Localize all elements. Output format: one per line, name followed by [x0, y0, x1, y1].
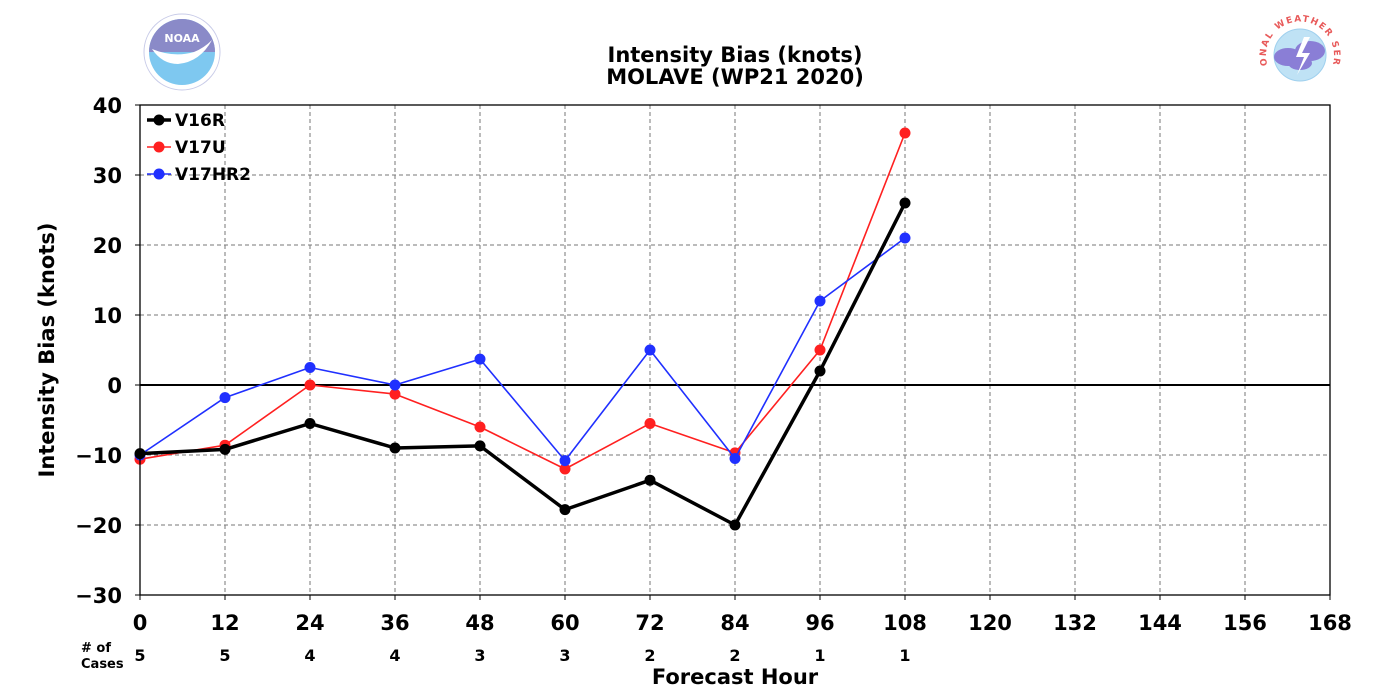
data-point-v17hr2 — [389, 379, 401, 391]
case-count: 3 — [474, 646, 485, 665]
data-point-v16r — [304, 418, 316, 429]
x-tick-label: 12 — [210, 611, 239, 635]
series-line-v17hr2 — [139, 237, 906, 462]
case-count: 2 — [644, 646, 655, 665]
legend: V16R V17U V17HR2 — [147, 111, 251, 185]
data-point-v17u — [389, 388, 401, 400]
y-tick-labels: 40 30 20 10 0 −10 −20 −30 — [75, 94, 140, 608]
series-v17u — [134, 127, 911, 475]
data-point-v16r — [814, 365, 826, 377]
x-tick-label: 132 — [1053, 611, 1097, 635]
case-count: 4 — [304, 646, 315, 665]
legend-label: V17U — [175, 138, 226, 158]
x-tick-label: 108 — [883, 611, 927, 635]
data-point-v16r — [729, 519, 741, 531]
data-point-v16r — [899, 197, 911, 209]
data-point-v17hr2 — [899, 232, 911, 244]
x-tick-label: 120 — [968, 611, 1012, 635]
x-axis-label: Forecast Hour — [652, 665, 819, 689]
x-tick-label: 24 — [295, 611, 324, 635]
data-point-v17hr2 — [474, 353, 486, 365]
legend-swatch-marker — [153, 114, 165, 126]
data-point-v17hr2 — [219, 392, 231, 404]
data-point-v17u — [304, 379, 316, 391]
case-count: 3 — [559, 646, 570, 665]
x-tick-label: 36 — [380, 611, 409, 635]
data-point-v17hr2 — [814, 295, 826, 307]
data-point-v17u — [474, 421, 486, 433]
x-tick-labels: 0 12 24 36 48 60 72 84 96 108 120 132 144 156 168 — [133, 595, 1352, 635]
case-count: 1 — [899, 646, 910, 665]
legend-swatch-marker — [153, 141, 165, 153]
data-point-v16r — [474, 440, 486, 452]
legend-item-v16r: V16R — [147, 111, 225, 131]
data-point-v17u — [814, 344, 826, 356]
legend-swatch-marker — [153, 168, 165, 180]
y-tick-label: −10 — [75, 444, 122, 468]
data-point-v16r — [559, 504, 571, 516]
y-axis-label: Intensity Bias (knots) — [35, 223, 59, 478]
y-tick-label: 30 — [93, 164, 122, 188]
legend-label: V17HR2 — [175, 165, 251, 185]
chart-subtitle: MOLAVE (WP21 2020) — [606, 65, 864, 89]
data-point-v16r — [644, 474, 656, 486]
series-v16r — [134, 197, 911, 531]
noaa-logo-label: NOAA — [164, 32, 200, 45]
series-line-v16r — [139, 202, 907, 527]
x-tick-label: 60 — [550, 611, 579, 635]
data-point-v17hr2 — [729, 453, 741, 464]
case-count: 4 — [389, 646, 400, 665]
case-count: 5 — [134, 646, 145, 665]
y-tick-label: 10 — [93, 304, 122, 328]
chart-title: Intensity Bias (knots) — [608, 43, 863, 67]
y-tick-label: 20 — [93, 234, 122, 258]
x-tick-label: 72 — [635, 611, 664, 635]
y-tick-label: −30 — [75, 584, 122, 608]
cases-header-line1: # of — [81, 641, 111, 656]
noaa-logo-icon: NOAA — [143, 13, 221, 91]
x-tick-label: 156 — [1223, 611, 1267, 635]
x-tick-label: 0 — [133, 611, 148, 635]
data-point-v17hr2 — [304, 362, 316, 373]
data-point-v17hr2 — [559, 455, 571, 467]
legend-item-v17hr2: V17HR2 — [147, 165, 251, 185]
x-tick-label: 144 — [1138, 611, 1182, 635]
data-point-v17u — [644, 418, 656, 429]
data-point-v17hr2 — [644, 344, 656, 356]
data-point-v17u — [559, 463, 571, 475]
data-point-v16r — [389, 442, 401, 454]
case-count: 2 — [729, 646, 740, 665]
cases-header-line2: Cases — [81, 657, 124, 672]
nws-logo-icon: NATIONAL WEATHER SERVICE — [1259, 14, 1340, 93]
series-layer — [134, 127, 911, 531]
x-tick-label: 168 — [1308, 611, 1352, 635]
data-point-v16r — [219, 443, 231, 455]
case-count: 5 — [219, 646, 230, 665]
y-tick-label: 0 — [107, 374, 122, 398]
legend-label: V16R — [175, 111, 225, 131]
case-count: 1 — [814, 646, 825, 665]
x-tick-label: 96 — [805, 611, 834, 635]
x-tick-label: 48 — [465, 611, 494, 635]
series-line-v17u — [139, 132, 906, 470]
y-tick-label: −20 — [75, 514, 122, 538]
x-tick-label: 84 — [720, 611, 749, 635]
data-point-v17u — [899, 127, 911, 139]
y-tick-label: 40 — [93, 94, 122, 118]
legend-item-v17u: V17U — [147, 138, 226, 158]
series-v17hr2 — [134, 232, 911, 467]
cases-row: # of Cases 5 5 4 4 3 3 2 2 1 1 — [81, 641, 911, 672]
